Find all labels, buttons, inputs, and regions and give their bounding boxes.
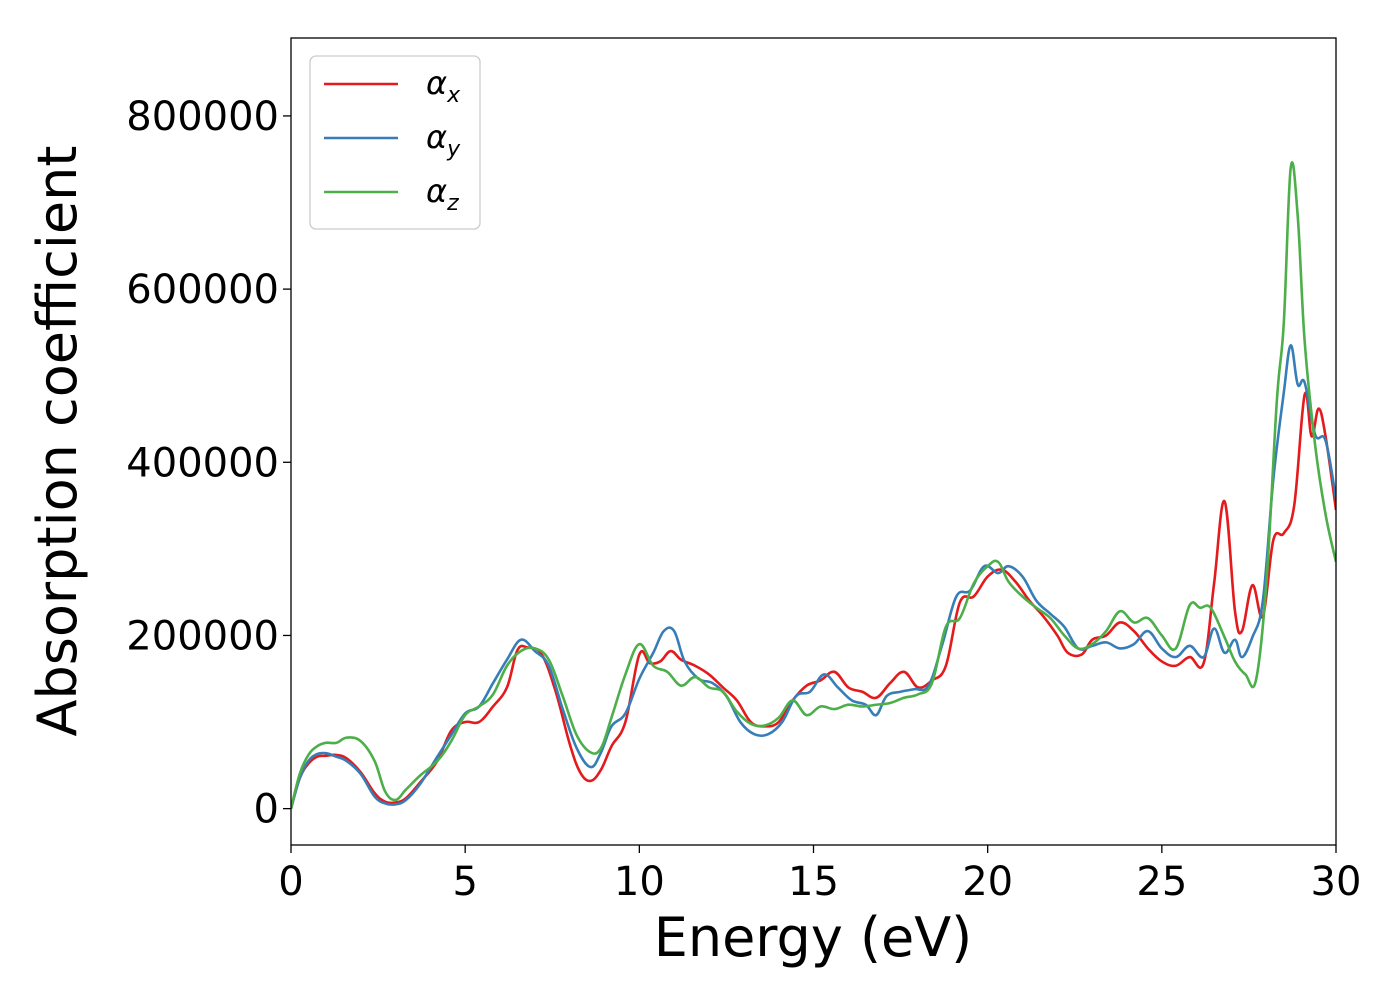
x-tick-label: 0 — [278, 859, 303, 905]
y-axis-title: Absorption coefficient — [26, 146, 89, 737]
legend: αx αy αz — [309, 55, 481, 230]
legend-label-x: αx — [426, 64, 461, 108]
x-axis-ticks: 0 5 10 15 20 25 30 — [278, 845, 1361, 905]
series-line-z — [291, 161, 1336, 809]
y-tick-label: 800000 — [126, 94, 279, 140]
x-tick-label: 20 — [962, 859, 1013, 905]
y-tick-label: 400000 — [126, 440, 279, 486]
legend-label-z: αz — [426, 172, 459, 216]
x-tick-label: 5 — [452, 859, 477, 905]
x-tick-label: 10 — [614, 859, 665, 905]
series-line-y — [291, 344, 1336, 809]
y-tick-label: 600000 — [126, 267, 279, 313]
y-tick-label: 0 — [254, 787, 279, 833]
y-axis-ticks: 0 200000 400000 600000 800000 — [126, 94, 291, 833]
x-tick-label: 15 — [788, 859, 839, 905]
y-tick-label: 200000 — [126, 613, 279, 659]
legend-box — [309, 55, 481, 230]
x-axis-title: Energy (eV) — [654, 906, 973, 969]
x-tick-label: 30 — [1311, 859, 1362, 905]
x-tick-label: 25 — [1136, 859, 1187, 905]
series-layer — [291, 161, 1336, 809]
legend-label-y: αy — [426, 118, 461, 162]
